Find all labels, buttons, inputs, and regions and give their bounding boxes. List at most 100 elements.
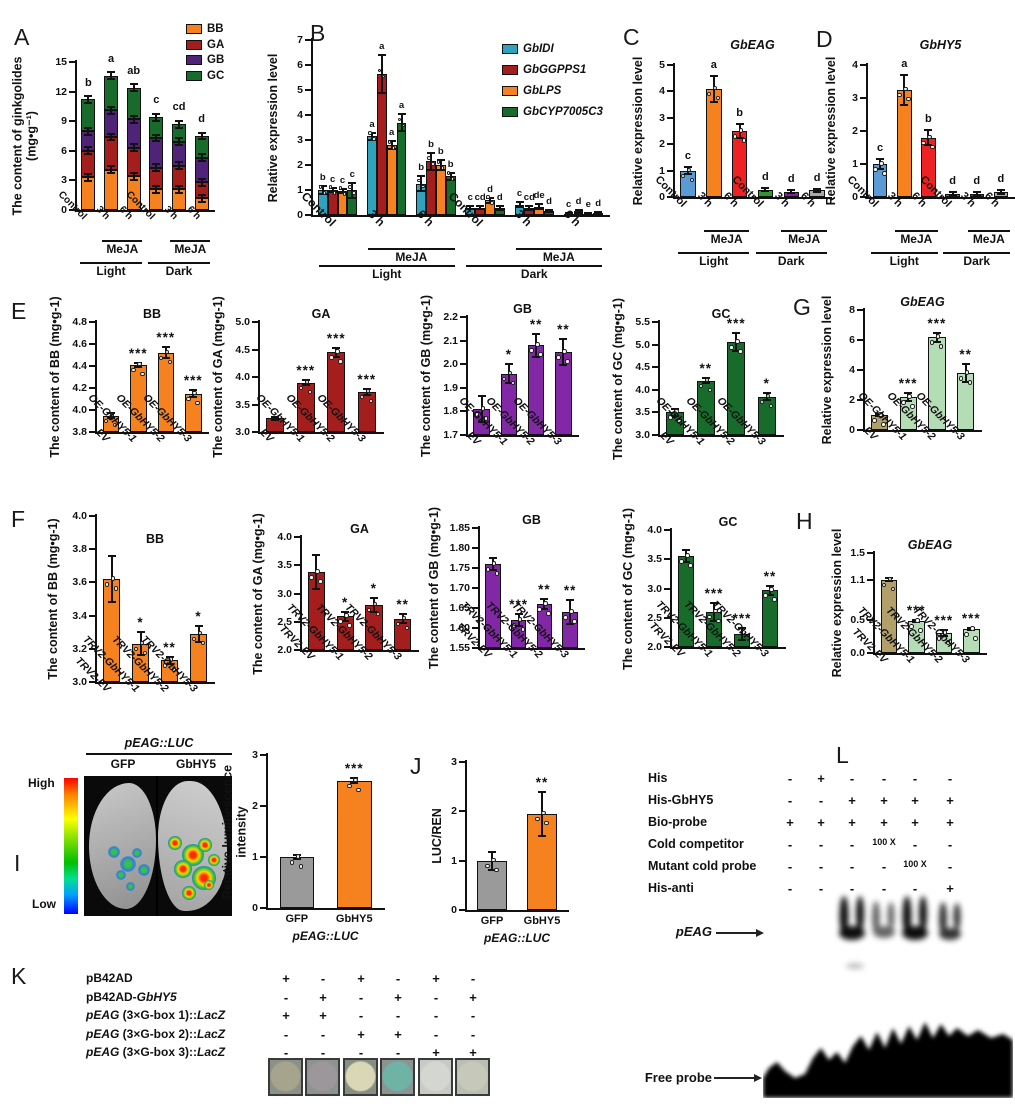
assay-row-label-part: pB42AD- (86, 989, 137, 1004)
y-tick (667, 116, 673, 119)
scale-high-label: High (28, 776, 55, 790)
data-point (404, 625, 410, 631)
data-point (133, 646, 138, 652)
group-label: MeJA (174, 242, 207, 256)
error-cap-bottom (436, 169, 445, 171)
emsa-cell: + (946, 881, 954, 896)
y-tick-label: 3.5 (635, 406, 650, 419)
data-point (139, 640, 144, 646)
data-point (942, 630, 948, 635)
data-point (907, 394, 912, 399)
error-cap-top (477, 395, 486, 398)
plus-minus-cell: - (395, 971, 401, 986)
error-cap-bottom (738, 638, 746, 641)
error-cap-top (466, 205, 475, 207)
error-cap-top (559, 338, 568, 341)
colony-patch (455, 1058, 490, 1096)
y-tick (252, 431, 258, 433)
leaf-title-underline (86, 753, 232, 755)
y-tick (664, 587, 670, 590)
legend-swatch (502, 44, 518, 54)
data-point (909, 624, 914, 629)
significance-letter: cd (474, 192, 486, 203)
significance-letter: c (339, 175, 346, 187)
significance-letter: a (389, 127, 395, 139)
data-point (295, 854, 301, 859)
y-tick (294, 536, 300, 538)
data-point (918, 628, 923, 633)
data-point (541, 810, 546, 816)
colony-patch (305, 1058, 340, 1096)
error-bar (200, 178, 203, 186)
data-point (289, 860, 295, 865)
emsa-cell: + (817, 815, 825, 830)
error-cap-bottom (175, 144, 183, 147)
y-tick-label: 1.55 (449, 642, 470, 654)
data-point (417, 178, 421, 183)
y-tick-label: 9 (61, 115, 67, 128)
luminescence-spot (120, 856, 136, 872)
data-point (572, 619, 577, 624)
x-tick-label: GbHY5 (523, 915, 561, 927)
data-point (674, 409, 679, 414)
data-point (372, 601, 378, 607)
error-bar (951, 192, 954, 195)
emsa-cell: - (881, 771, 887, 786)
x-axis (673, 197, 832, 199)
y-tick-label: 1.9 (443, 381, 458, 394)
plus-minus-cell: + (432, 971, 440, 986)
error-cap-top (175, 137, 183, 140)
plus-minus-cell: - (283, 1026, 289, 1042)
y-tick-label: 3.6 (72, 576, 87, 589)
significance-label: *** (726, 316, 746, 332)
plus-minus-cell: + (282, 971, 290, 986)
x-axis (478, 648, 585, 650)
error-cap-bottom (514, 625, 523, 627)
y-tick (305, 139, 311, 141)
y-tick (260, 805, 266, 807)
plus-minus-cell: - (320, 1026, 326, 1042)
error-cap-bottom (884, 580, 893, 582)
group-underline (515, 248, 603, 250)
data-point (338, 186, 342, 190)
plus-minus-cell: + (394, 989, 402, 1005)
x-axis (873, 653, 987, 655)
emsa-cell: - (912, 881, 918, 896)
error-bar (518, 202, 521, 207)
group-underline (870, 252, 938, 254)
data-point (686, 167, 692, 173)
chart-title: GB (513, 302, 532, 316)
y-tick-label: 2 (659, 138, 665, 151)
y-tick (857, 309, 863, 311)
data-point (517, 617, 523, 622)
error-cap-bottom (189, 396, 198, 399)
x-axis (75, 210, 215, 212)
error-cap-bottom (175, 191, 183, 194)
error-cap-top (766, 584, 774, 587)
assay-row-label: pEAG (3×G-box 3)::LacZ (86, 1046, 225, 1058)
error-bar (87, 96, 90, 103)
plus-minus-cell: - (358, 1008, 364, 1023)
y-tick-label: 2.0 (443, 358, 458, 371)
group-underline (170, 240, 211, 242)
data-point (309, 575, 314, 580)
y-tick-label: 1 (451, 854, 457, 867)
colony-patch (268, 1058, 303, 1096)
error-cap-bottom (107, 78, 115, 81)
error-cap-top (535, 203, 544, 206)
error-cap-bottom (900, 103, 909, 106)
y-tick-label: 4.0 (72, 510, 87, 522)
data-point (680, 173, 686, 179)
error-cap-bottom (369, 610, 378, 613)
error-cap-bottom (559, 364, 568, 367)
error-bar (132, 144, 135, 152)
error-cap-top (197, 177, 206, 180)
y-axis (673, 63, 675, 199)
significance-label: * (195, 608, 202, 624)
error-cap-top (197, 193, 206, 196)
assay-row-label-part: LacZ (197, 1045, 226, 1059)
significance-label: *** (509, 597, 528, 612)
data-point (901, 400, 906, 405)
error-bar (178, 185, 180, 193)
group-label: Dark (165, 264, 193, 278)
